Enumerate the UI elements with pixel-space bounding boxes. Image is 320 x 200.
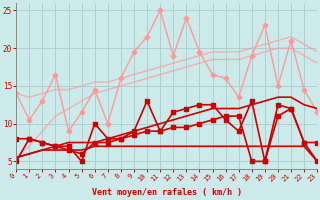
X-axis label: Vent moyen/en rafales ( km/h ): Vent moyen/en rafales ( km/h ): [92, 188, 242, 197]
